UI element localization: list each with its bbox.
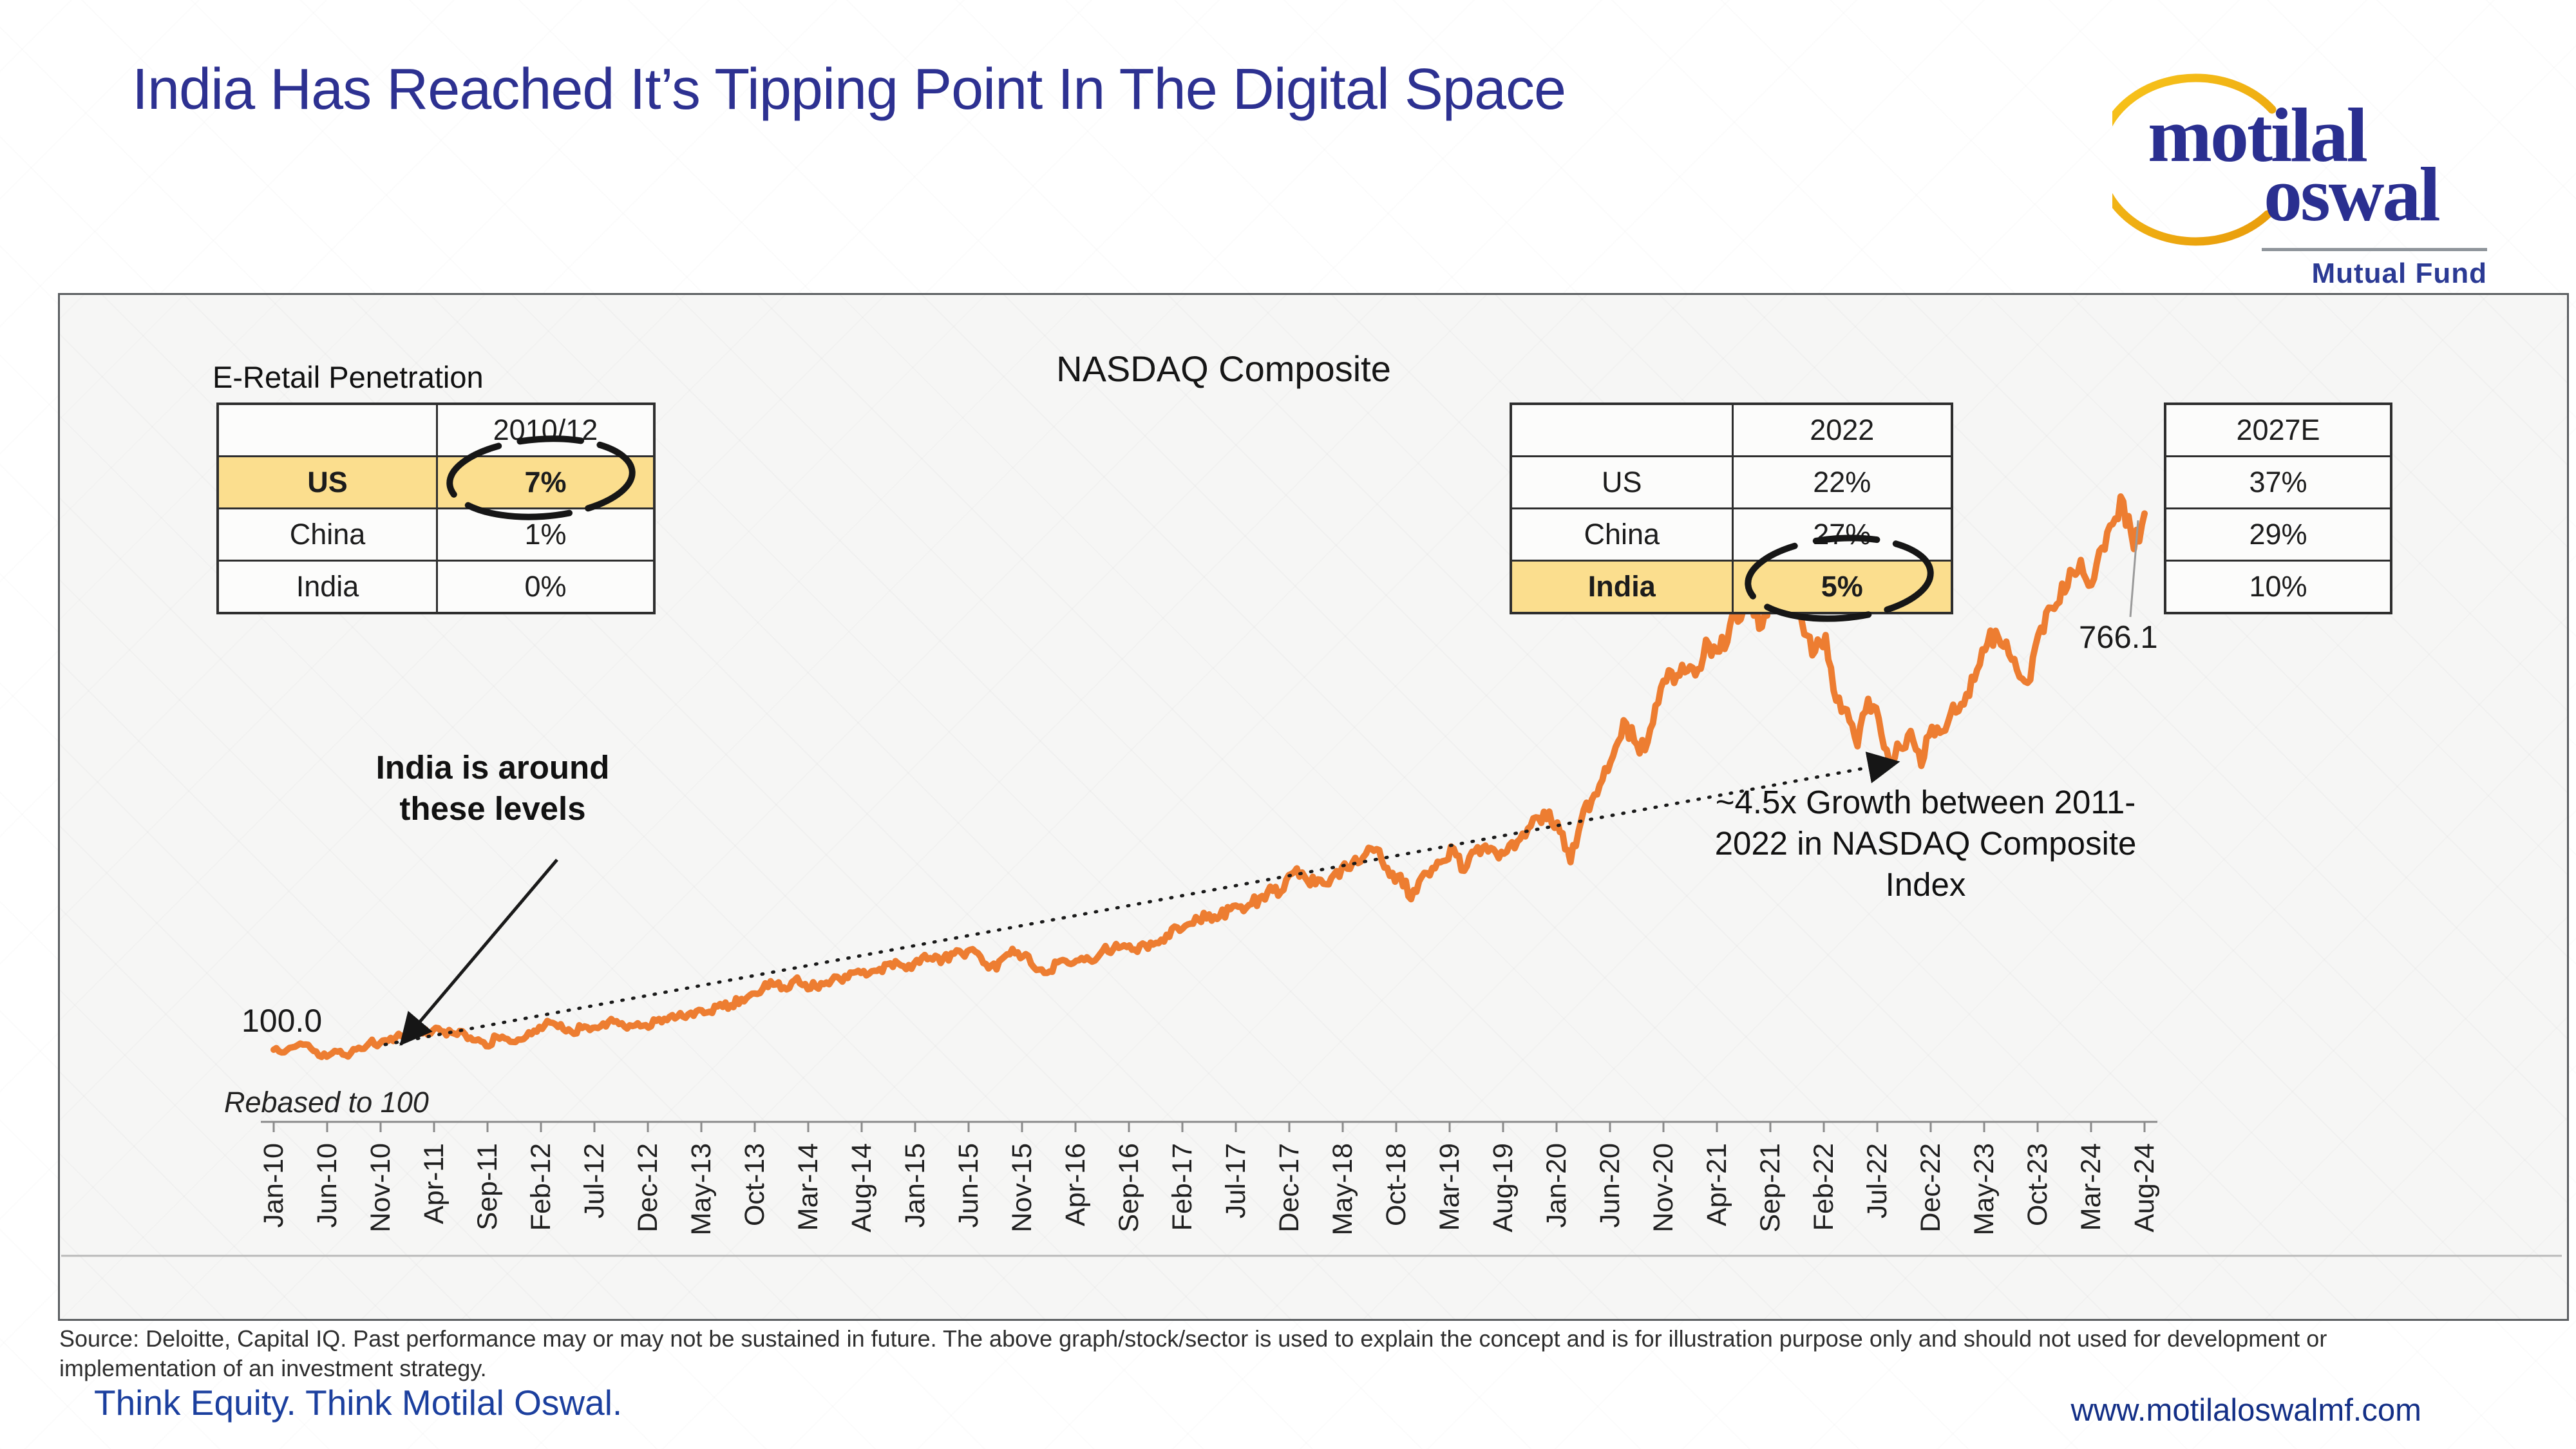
- series-end-value: 766.1: [2079, 620, 2158, 655]
- annotation-india-levels: India is around these levels: [293, 747, 692, 829]
- x-axis-label: Jul-22: [1862, 1143, 1893, 1219]
- motilal-oswal-logo: motilal oswal Mutual Fund: [2112, 45, 2537, 296]
- table-header: 2022: [1731, 405, 1951, 455]
- x-axis-label: Jun-15: [953, 1143, 984, 1228]
- table-header: 2027E: [2236, 413, 2320, 446]
- x-axis-label: Sep-11: [472, 1143, 503, 1231]
- table-corner-cell: [219, 405, 436, 455]
- x-axis-label: Feb-12: [526, 1143, 556, 1231]
- table-row-value: 27%: [1731, 507, 1951, 560]
- x-axis-label: Jan-15: [900, 1143, 931, 1228]
- table-row-country: India: [1512, 560, 1732, 612]
- x-axis-label: Jul-12: [579, 1143, 610, 1219]
- x-axis-label: May-13: [686, 1143, 717, 1236]
- table-row-value: 10%: [2166, 560, 2390, 612]
- x-axis-label: May-18: [1327, 1143, 1358, 1236]
- x-axis-label: Aug-14: [846, 1143, 877, 1233]
- x-axis-label: Jan-20: [1541, 1143, 1572, 1228]
- x-axis-label: Dec-22: [1915, 1143, 1946, 1233]
- x-axis-label: Mar-19: [1434, 1143, 1465, 1231]
- series-start-value: 100.0: [242, 1003, 323, 1039]
- table-row-value: 7%: [436, 455, 653, 507]
- eretail-table-2027: 2027E 37% 29% 10%: [2164, 402, 2392, 614]
- x-axis-label: Oct-13: [739, 1143, 770, 1227]
- footer-tagline: Think Equity. Think Motilal Oswal.: [94, 1383, 623, 1423]
- logo-tagline: Mutual Fund: [2311, 258, 2487, 289]
- x-axis-label: Jan-10: [258, 1143, 289, 1228]
- table-row-value: 0%: [436, 560, 653, 612]
- source-note: Source: Deloitte, Capital IQ. Past perfo…: [59, 1324, 2558, 1383]
- rebased-note: Rebased to 100: [224, 1086, 429, 1119]
- eretail-table-2022: 2022 US 22% China 27% India 5%: [1510, 402, 1953, 614]
- x-axis-label: Apr-21: [1701, 1143, 1732, 1227]
- table-row-country: US: [219, 455, 436, 507]
- logo-divider: [2262, 248, 2487, 251]
- logo-word-motilal: motilal: [2148, 92, 2368, 178]
- x-axis-label: Nov-20: [1648, 1143, 1679, 1233]
- table-row-value: 5%: [1731, 560, 1951, 612]
- x-axis-label: Mar-14: [793, 1143, 824, 1231]
- x-axis-label: Nov-10: [365, 1143, 396, 1233]
- source-line: implementation of an investment strategy…: [59, 1355, 487, 1381]
- table-corner-cell: [1512, 405, 1732, 455]
- x-axis-label: Aug-24: [2129, 1143, 2160, 1233]
- x-axis-label: Jun-20: [1595, 1143, 1625, 1228]
- table-row-value: 1%: [436, 507, 653, 560]
- x-axis-label: Dec-17: [1274, 1143, 1305, 1233]
- x-axis-label: Feb-17: [1167, 1143, 1198, 1231]
- chart-title: NASDAQ Composite: [1056, 348, 1391, 389]
- x-axis-label: Jul-17: [1220, 1143, 1251, 1219]
- eretail-table-2010: 2010/12 US 7% China 1% India 0%: [216, 402, 656, 614]
- x-axis-label: Feb-22: [1808, 1143, 1839, 1231]
- x-axis-label: Sep-16: [1113, 1143, 1144, 1233]
- table-row-value: 37%: [2166, 455, 2390, 507]
- table-header: 2010/12: [436, 405, 653, 455]
- x-axis-label: Jun-10: [312, 1143, 343, 1228]
- x-axis-label: Oct-23: [2022, 1143, 2053, 1227]
- annotation-growth: ~4.5x Growth between 2011- 2022 in NASDA…: [1674, 782, 2177, 905]
- x-axis-label: Mar-24: [2076, 1143, 2107, 1231]
- table-row-country: China: [1512, 507, 1732, 560]
- x-axis-label: Dec-12: [632, 1143, 663, 1233]
- x-axis-label: Sep-21: [1755, 1143, 1786, 1233]
- annotation-line: ~4.5x Growth between 2011-: [1715, 784, 2136, 820]
- source-line: Source: Deloitte, Capital IQ. Past perfo…: [59, 1325, 2327, 1352]
- x-axis-label: Aug-19: [1488, 1143, 1519, 1233]
- x-axis-label: Apr-16: [1060, 1143, 1091, 1227]
- page-title: India Has Reached It’s Tipping Point In …: [132, 57, 1566, 122]
- annotation-line: India is around: [375, 749, 610, 786]
- x-axis-label: Oct-18: [1381, 1143, 1412, 1227]
- x-axis-label: Apr-11: [419, 1143, 450, 1224]
- x-axis-label: May-23: [1969, 1143, 2000, 1236]
- annotation-line: these levels: [399, 790, 586, 827]
- table-row-country: India: [219, 560, 436, 612]
- table-row-value: 29%: [2166, 507, 2390, 560]
- annotation-line: Index: [1885, 866, 1966, 903]
- x-axis-label: Nov-15: [1007, 1143, 1037, 1233]
- table-row-value: 22%: [1731, 455, 1951, 507]
- eretail-penetration-label: E-Retail Penetration: [213, 360, 484, 394]
- table-row-country: US: [1512, 455, 1732, 507]
- footer-website-url: www.motilaloswalmf.com: [2070, 1393, 2421, 1428]
- table-row-country: China: [219, 507, 436, 560]
- logo-word-oswal: oswal: [2264, 151, 2441, 237]
- annotation-line: 2022 in NASDAQ Composite: [1714, 825, 2137, 862]
